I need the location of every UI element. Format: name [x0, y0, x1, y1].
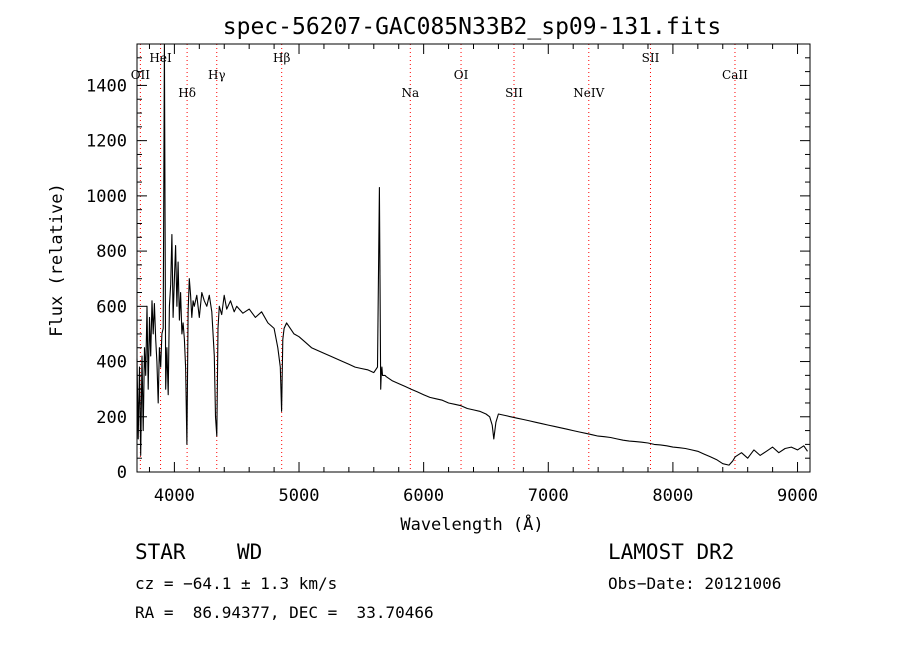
spectrum-line	[136, 43, 808, 466]
x-axis-label: Wavelength (Å)	[400, 513, 543, 535]
y-tick-label: 1200	[86, 132, 127, 152]
marker-label: HeI	[149, 51, 172, 65]
object-subclass: WD	[237, 540, 263, 564]
marker-label: SII	[642, 51, 660, 65]
x-tick-label: 6000	[403, 486, 444, 506]
axis-ticks: 4000 5000 6000 7000 8000 9000 0 200 400 600 800 100…	[86, 44, 818, 506]
x-tick-label: 7000	[528, 486, 569, 506]
y-tick-label: 200	[96, 408, 127, 428]
object-class: STAR	[135, 540, 186, 564]
marker-label: Hγ	[208, 68, 226, 82]
x-tick-label: 4000	[154, 486, 195, 506]
plot-frame	[136, 43, 811, 473]
y-tick-label: 0	[117, 463, 127, 483]
marker-label: CaII	[722, 68, 748, 82]
marker-label: Hδ	[178, 86, 196, 100]
y-tick-label: 800	[96, 242, 127, 262]
chart-title: spec-56207-GAC085N33B2_sp09-131.fits	[223, 14, 722, 40]
marker-label: SII	[505, 86, 523, 100]
survey-name: LAMOST DR2	[608, 540, 735, 564]
observation-date: Obs−Date: 20121006	[608, 574, 782, 593]
marker-label: Na	[401, 86, 419, 100]
x-tick-label: 8000	[652, 486, 693, 506]
line-markers: OII HeI Hδ Hγ Hβ Na OI SII NeIV SII CaII	[131, 44, 748, 472]
marker-label: NeIV	[573, 86, 604, 100]
redshift-cz: cz = −64.1 ± 1.3 km/s	[135, 574, 338, 593]
coordinates: RA = 86.94377, DEC = 33.70466	[135, 603, 434, 622]
y-axis-label: Flux (relative)	[47, 183, 67, 337]
marker-label: Hβ	[273, 51, 290, 65]
spectrum-series	[136, 43, 808, 466]
marker-label: OI	[454, 68, 469, 82]
x-tick-label: 5000	[279, 486, 320, 506]
marker-label: OII	[131, 68, 151, 82]
y-tick-label: 1000	[86, 187, 127, 207]
x-tick-label: 9000	[777, 486, 818, 506]
y-tick-label: 400	[96, 353, 127, 373]
y-tick-label: 1400	[86, 76, 127, 96]
y-tick-label: 600	[96, 297, 127, 317]
